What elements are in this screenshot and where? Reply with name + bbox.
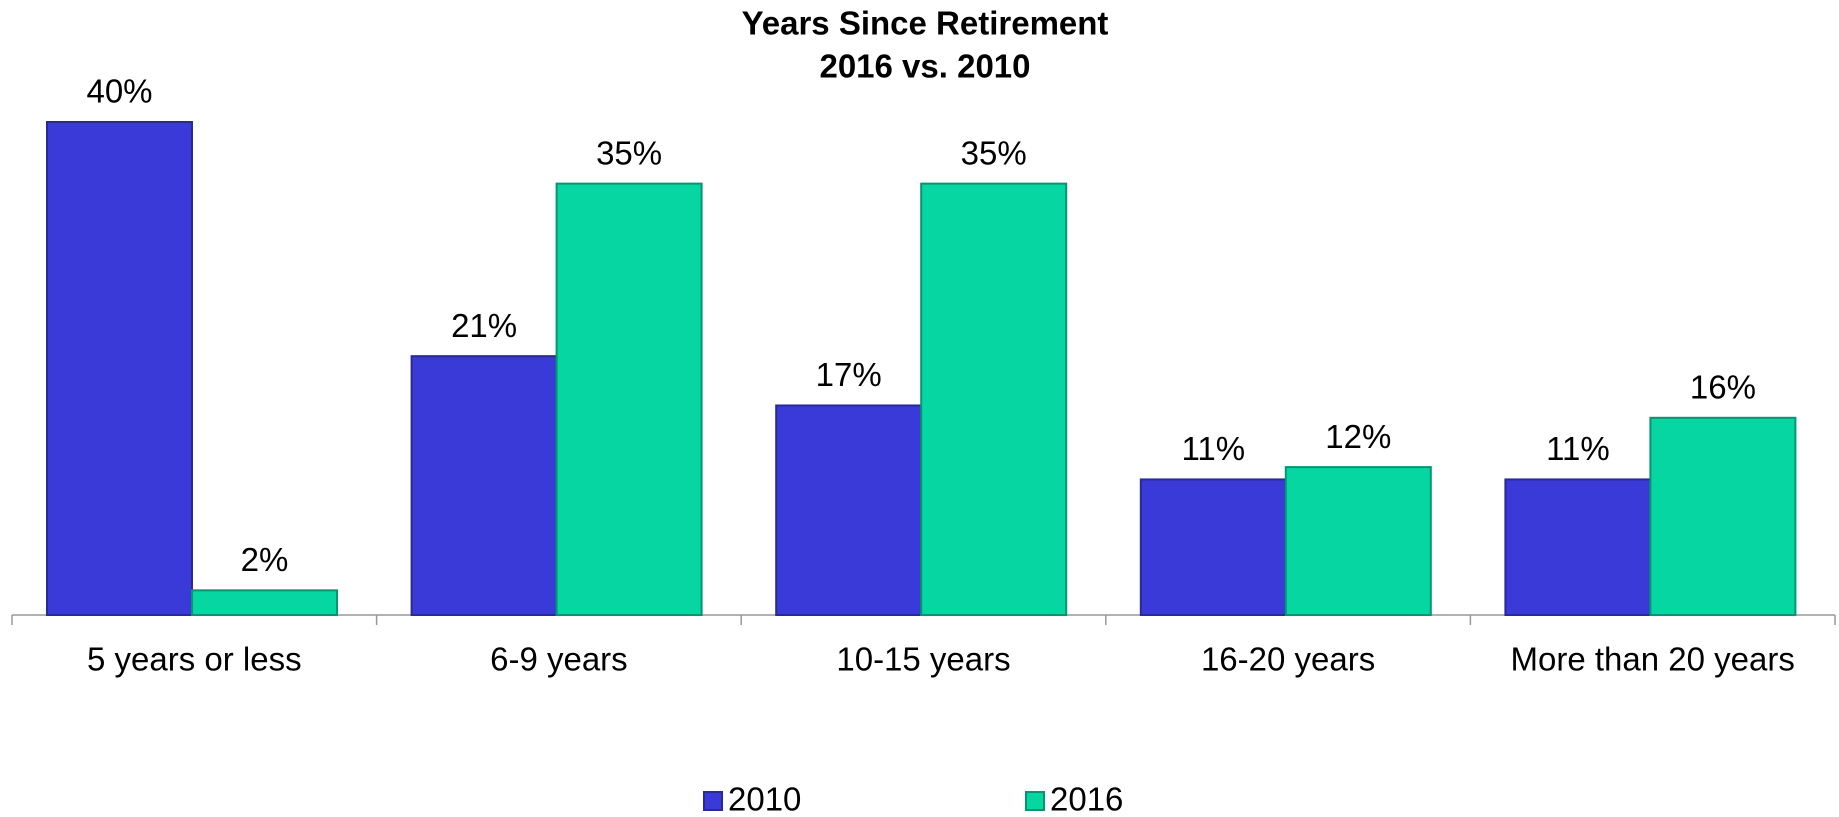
data-label: 2% xyxy=(241,541,289,578)
x-tick-label: More than 20 years xyxy=(1511,641,1795,678)
chart-title: Years Since Retirement xyxy=(742,5,1109,42)
bar xyxy=(1504,478,1652,616)
bar xyxy=(46,121,193,616)
data-label: 35% xyxy=(961,134,1027,171)
x-tick-label: 6-9 years xyxy=(490,641,628,678)
bar xyxy=(191,589,338,616)
data-label: 12% xyxy=(1325,418,1391,455)
legend-swatch xyxy=(703,791,723,811)
bar xyxy=(410,355,558,616)
bar xyxy=(775,404,923,616)
legend-label: 2010 xyxy=(728,781,801,817)
data-label: 21% xyxy=(451,307,517,344)
data-label: 11% xyxy=(1181,430,1245,467)
bar xyxy=(920,182,1068,616)
bar xyxy=(1284,466,1432,616)
bar xyxy=(1139,478,1287,616)
bar xyxy=(555,182,703,616)
data-label: 40% xyxy=(86,73,152,110)
data-label: 35% xyxy=(596,134,662,171)
chart-subtitle: 2016 vs. 2010 xyxy=(819,48,1030,85)
bar xyxy=(1649,416,1797,616)
data-label: 16% xyxy=(1690,369,1756,406)
x-tick-label: 10-15 years xyxy=(836,641,1010,678)
data-label: 11% xyxy=(1546,430,1610,467)
x-tick-label: 5 years or less xyxy=(87,641,302,678)
data-label: 17% xyxy=(816,356,882,393)
legend-label: 2016 xyxy=(1050,781,1123,817)
legend-swatch xyxy=(1025,791,1045,811)
x-tick-label: 16-20 years xyxy=(1201,641,1375,678)
